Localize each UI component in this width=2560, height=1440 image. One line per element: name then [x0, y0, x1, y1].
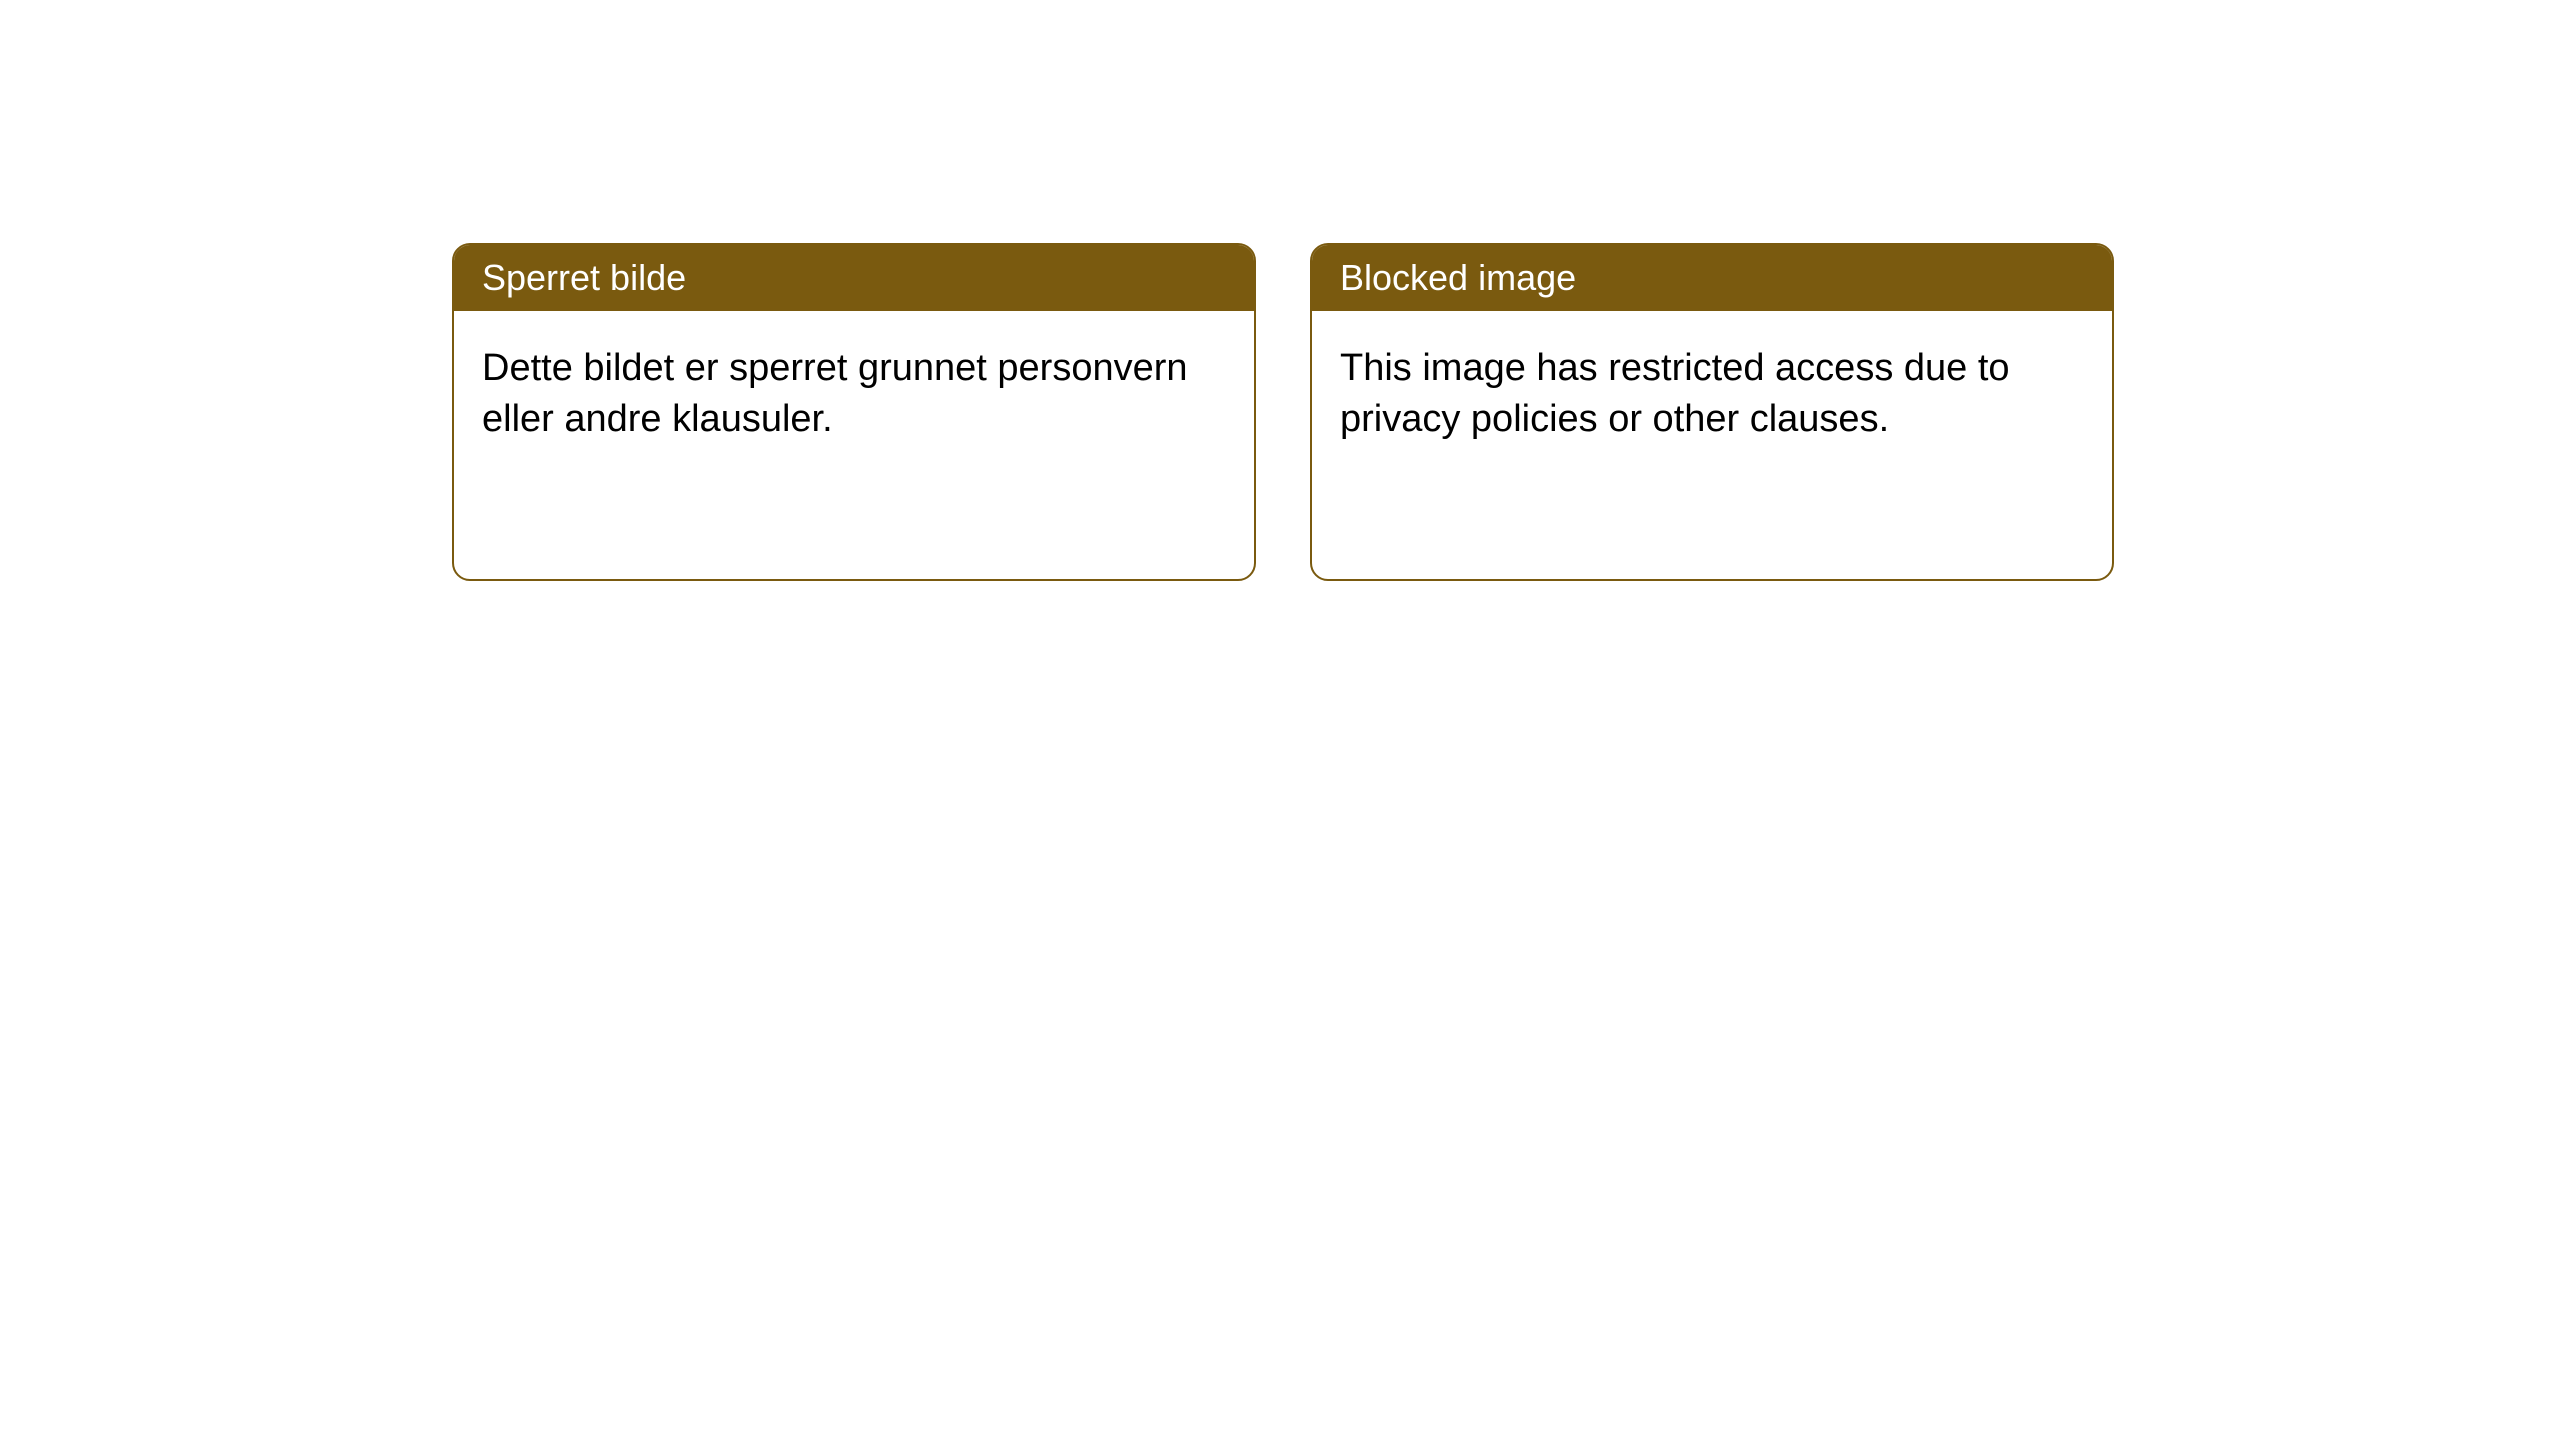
card-body: This image has restricted access due to … — [1312, 311, 2112, 478]
card-title: Blocked image — [1340, 257, 1576, 298]
notice-card-english: Blocked image This image has restricted … — [1310, 243, 2114, 581]
card-body-text: Dette bildet er sperret grunnet personve… — [482, 347, 1188, 440]
notice-card-norwegian: Sperret bilde Dette bildet er sperret gr… — [452, 243, 1256, 581]
card-title: Sperret bilde — [482, 257, 686, 298]
card-body: Dette bildet er sperret grunnet personve… — [454, 311, 1254, 478]
card-header: Blocked image — [1312, 245, 2112, 311]
card-body-text: This image has restricted access due to … — [1340, 347, 2010, 440]
card-header: Sperret bilde — [454, 245, 1254, 311]
notice-cards-container: Sperret bilde Dette bildet er sperret gr… — [452, 243, 2560, 581]
